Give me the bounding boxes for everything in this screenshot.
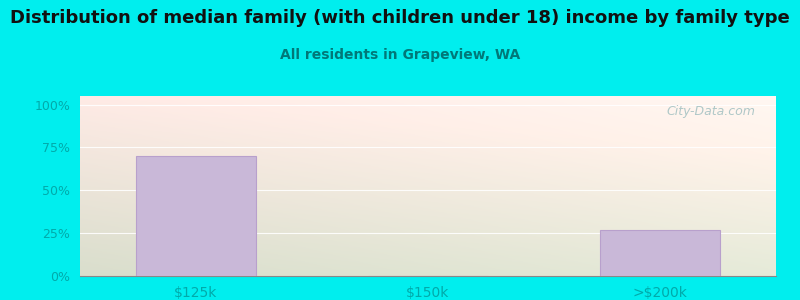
Bar — [136, 156, 256, 276]
Text: Distribution of median family (with children under 18) income by family type: Distribution of median family (with chil… — [10, 9, 790, 27]
Text: All residents in Grapeview, WA: All residents in Grapeview, WA — [280, 48, 520, 62]
Text: City-Data.com: City-Data.com — [666, 105, 755, 118]
Bar — [600, 230, 720, 276]
